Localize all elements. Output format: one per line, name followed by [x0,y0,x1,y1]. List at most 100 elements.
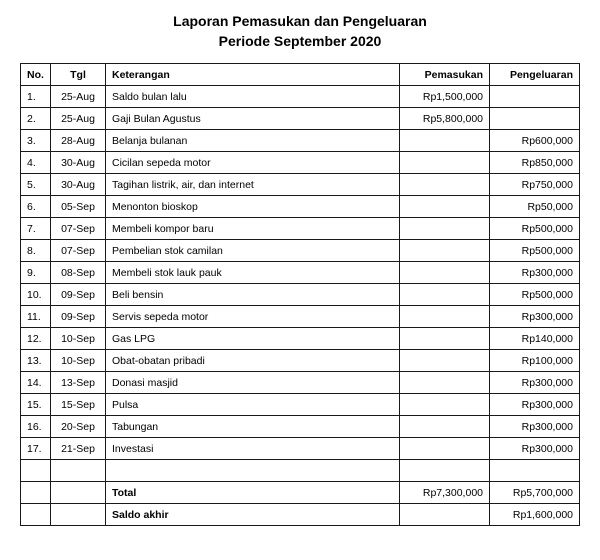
cell-no: 4. [21,152,51,174]
cell-ket: Belanja bulanan [106,130,400,152]
col-header-tgl: Tgl [51,64,106,86]
cell-out: Rp500,000 [490,218,580,240]
cell-tgl: 08-Sep [51,262,106,284]
table-row: 4.30-AugCicilan sepeda motor Rp850,000 [21,152,580,174]
cell-tgl: 20-Sep [51,416,106,438]
cell-tgl: 07-Sep [51,240,106,262]
cell-out: Rp300,000 [490,306,580,328]
cell-in [400,372,490,394]
cell-out: Rp500,000 [490,240,580,262]
table-row: 14.13-SepDonasi masjid Rp300,000 [21,372,580,394]
table-row: 8.07-SepPembelian stok camilan Rp500,000 [21,240,580,262]
cell-in [400,130,490,152]
table-row: 6.05-SepMenonton bioskopRp50,000 [21,196,580,218]
cell-no: 9. [21,262,51,284]
table-row: 15.15-SepPulsa Rp300,000 [21,394,580,416]
cell-tgl [51,504,106,526]
cell-in [400,306,490,328]
cell-in [400,350,490,372]
cell-ket: Pulsa [106,394,400,416]
cell-in [400,240,490,262]
cell-no: 17. [21,438,51,460]
col-header-in: Pemasukan [400,64,490,86]
cell-out: Rp300,000 [490,416,580,438]
cell-ket: Investasi [106,438,400,460]
table-row: 11.09-SepServis sepeda motorRp300,000 [21,306,580,328]
cell-no: 7. [21,218,51,240]
cell-ket: Tagihan listrik, air, dan internet [106,174,400,196]
table-row: 5.30-AugTagihan listrik, air, dan intern… [21,174,580,196]
report-title-line1: Laporan Pemasukan dan Pengeluaran [20,12,580,32]
balance-value: Rp1,600,000 [490,504,580,526]
header-row: No. Tgl Keterangan Pemasukan Pengeluaran [21,64,580,86]
cell-tgl: 21-Sep [51,438,106,460]
cell-tgl: 15-Sep [51,394,106,416]
cell-in [400,460,490,482]
cell-in [400,416,490,438]
cell-ket: Membeli stok lauk pauk [106,262,400,284]
cell-in: Rp5,800,000 [400,108,490,130]
table-row: 17.21-SepInvestasi Rp300,000 [21,438,580,460]
cell-ket: Pembelian stok camilan [106,240,400,262]
cell-out: Rp300,000 [490,438,580,460]
cell-in [400,218,490,240]
cell-out: Rp140,000 [490,328,580,350]
cell-no: 3. [21,130,51,152]
col-header-ket: Keterangan [106,64,400,86]
cell-ket: Menonton bioskop [106,196,400,218]
cell-out: Rp100,000 [490,350,580,372]
cell-tgl: 13-Sep [51,372,106,394]
table-row: 3.28-AugBelanja bulananRp600,000 [21,130,580,152]
cell-in [400,438,490,460]
cell-in [400,196,490,218]
cell-ket: Membeli kompor baru [106,218,400,240]
cell-tgl: 30-Aug [51,152,106,174]
table-row: 9.08-SepMembeli stok lauk pauk Rp300,000 [21,262,580,284]
cell-out: Rp600,000 [490,130,580,152]
cell-in [400,152,490,174]
cell-ket: Gaji Bulan Agustus [106,108,400,130]
cell-no: 14. [21,372,51,394]
cell-out: Rp300,000 [490,262,580,284]
cell-in: Rp1,500,000 [400,86,490,108]
cell-ket: Donasi masjid [106,372,400,394]
cell-tgl: 05-Sep [51,196,106,218]
cell-ket [106,460,400,482]
cell-tgl [51,460,106,482]
cell-in [400,174,490,196]
cell-out: Rp300,000 [490,372,580,394]
total-row: TotalRp7,300,000Rp5,700,000 [21,482,580,504]
table-row: 16.20-SepTabungan Rp300,000 [21,416,580,438]
report-title-line2: Periode September 2020 [20,32,580,52]
total-out: Rp5,700,000 [490,482,580,504]
cell-in [400,504,490,526]
cell-in [400,284,490,306]
table-row: 10.09-SepBeli bensinRp500,000 [21,284,580,306]
cell-out: Rp300,000 [490,394,580,416]
table-row: 2.25-AugGaji Bulan AgustusRp5,800,000 [21,108,580,130]
cell-out: Rp50,000 [490,196,580,218]
cell-ket: Servis sepeda motor [106,306,400,328]
col-header-out: Pengeluaran [490,64,580,86]
cell-in [400,262,490,284]
total-in: Rp7,300,000 [400,482,490,504]
finance-table: No. Tgl Keterangan Pemasukan Pengeluaran… [20,63,580,526]
cell-no: 8. [21,240,51,262]
cell-no: 2. [21,108,51,130]
table-row: 12.10-SepGas LPGRp140,000 [21,328,580,350]
cell-ket: Cicilan sepeda motor [106,152,400,174]
cell-out: Rp850,000 [490,152,580,174]
balance-label: Saldo akhir [106,504,400,526]
cell-tgl: 09-Sep [51,284,106,306]
cell-tgl: 07-Sep [51,218,106,240]
cell-no: 15. [21,394,51,416]
cell-no [21,504,51,526]
cell-in [400,328,490,350]
total-label: Total [106,482,400,504]
cell-tgl: 25-Aug [51,108,106,130]
cell-no: 16. [21,416,51,438]
cell-ket: Tabungan [106,416,400,438]
blank-row [21,460,580,482]
cell-tgl: 10-Sep [51,350,106,372]
table-row: 13.10-SepObat-obatan pribadiRp100,000 [21,350,580,372]
